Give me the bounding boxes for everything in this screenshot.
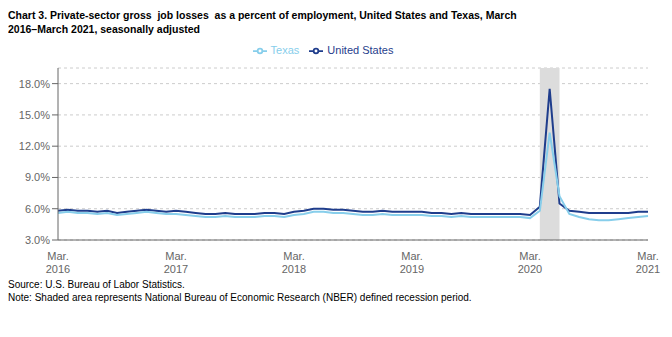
svg-text:Mar.2019: Mar.2019: [400, 250, 424, 275]
html-text:United States: United States: [327, 44, 394, 56]
html-text:Note: Shaded area represents N: Note: Shaded area represents National Bu…: [8, 292, 472, 303]
svg-text:Mar.2016: Mar.2016: [46, 250, 70, 275]
html-text:Source: U.S. Bureau of Labor S: Source: U.S. Bureau of Labor Statistics.: [8, 279, 185, 290]
svg-text:6.0%: 6.0%: [25, 203, 50, 215]
svg-text:15.0%: 15.0%: [19, 109, 50, 121]
svg-text:3.0%: 3.0%: [25, 234, 50, 246]
svg-text:Mar.2018: Mar.2018: [282, 250, 306, 275]
html-text:Texas: Texas: [270, 44, 300, 56]
svg-text:Mar.2020: Mar.2020: [518, 250, 542, 275]
html-text:Chart 3. Private-sector gross: Chart 3. Private-sector gross job losses…: [8, 9, 517, 35]
svg-text:Mar.2017: Mar.2017: [164, 250, 188, 275]
svg-text:Mar.2021: Mar.2021: [636, 250, 660, 275]
svg-text:12.0%: 12.0%: [19, 140, 50, 152]
svg-text:9.0%: 9.0%: [25, 171, 50, 183]
svg-text:18.0%: 18.0%: [19, 78, 50, 90]
